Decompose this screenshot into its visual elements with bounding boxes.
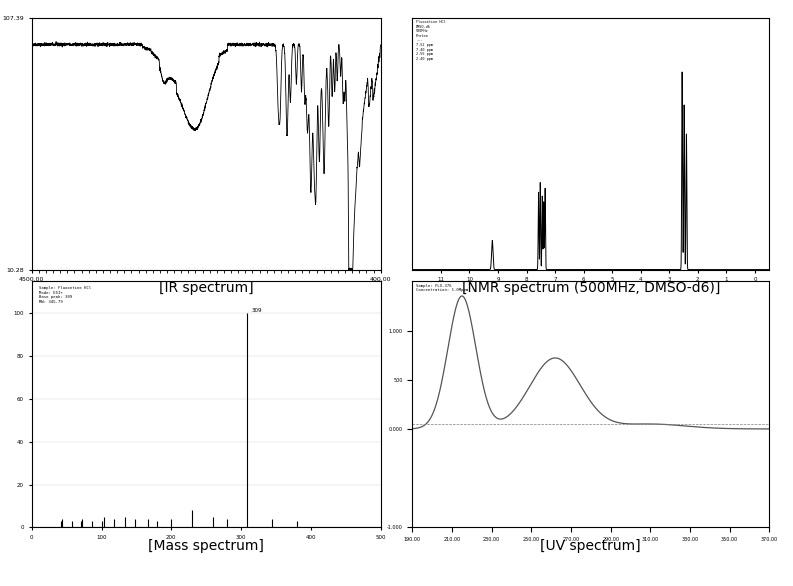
Text: [NMR spectrum (500MHz, DMSO-d6)]: [NMR spectrum (500MHz, DMSO-d6)] <box>462 281 720 295</box>
Text: 309: 309 <box>251 308 262 314</box>
Text: [Mass spectrum]: [Mass spectrum] <box>148 539 264 553</box>
Text: Sample: Fluoxetine HCl
Mode: ESI+
Base peak: 309
MW: 345.79: Sample: Fluoxetine HCl Mode: ESI+ Base p… <box>39 286 91 304</box>
Text: [UV spectrum]: [UV spectrum] <box>541 539 641 553</box>
X-axis label: Wavenumber[cm-1]: Wavenumber[cm-1] <box>171 288 241 295</box>
Text: [IR spectrum]: [IR spectrum] <box>159 281 254 295</box>
Text: Fluoxetine HCl
DMSO-d6
500MHz
Proton
---
7.52 ppm
7.40 ppm
2.55 ppm
2.40 ppm: Fluoxetine HCl DMSO-d6 500MHz Proton ---… <box>416 20 446 61</box>
Text: Sample: FLX-376
Concentration: 1.0Mppm: Sample: FLX-376 Concentration: 1.0Mppm <box>416 284 468 292</box>
